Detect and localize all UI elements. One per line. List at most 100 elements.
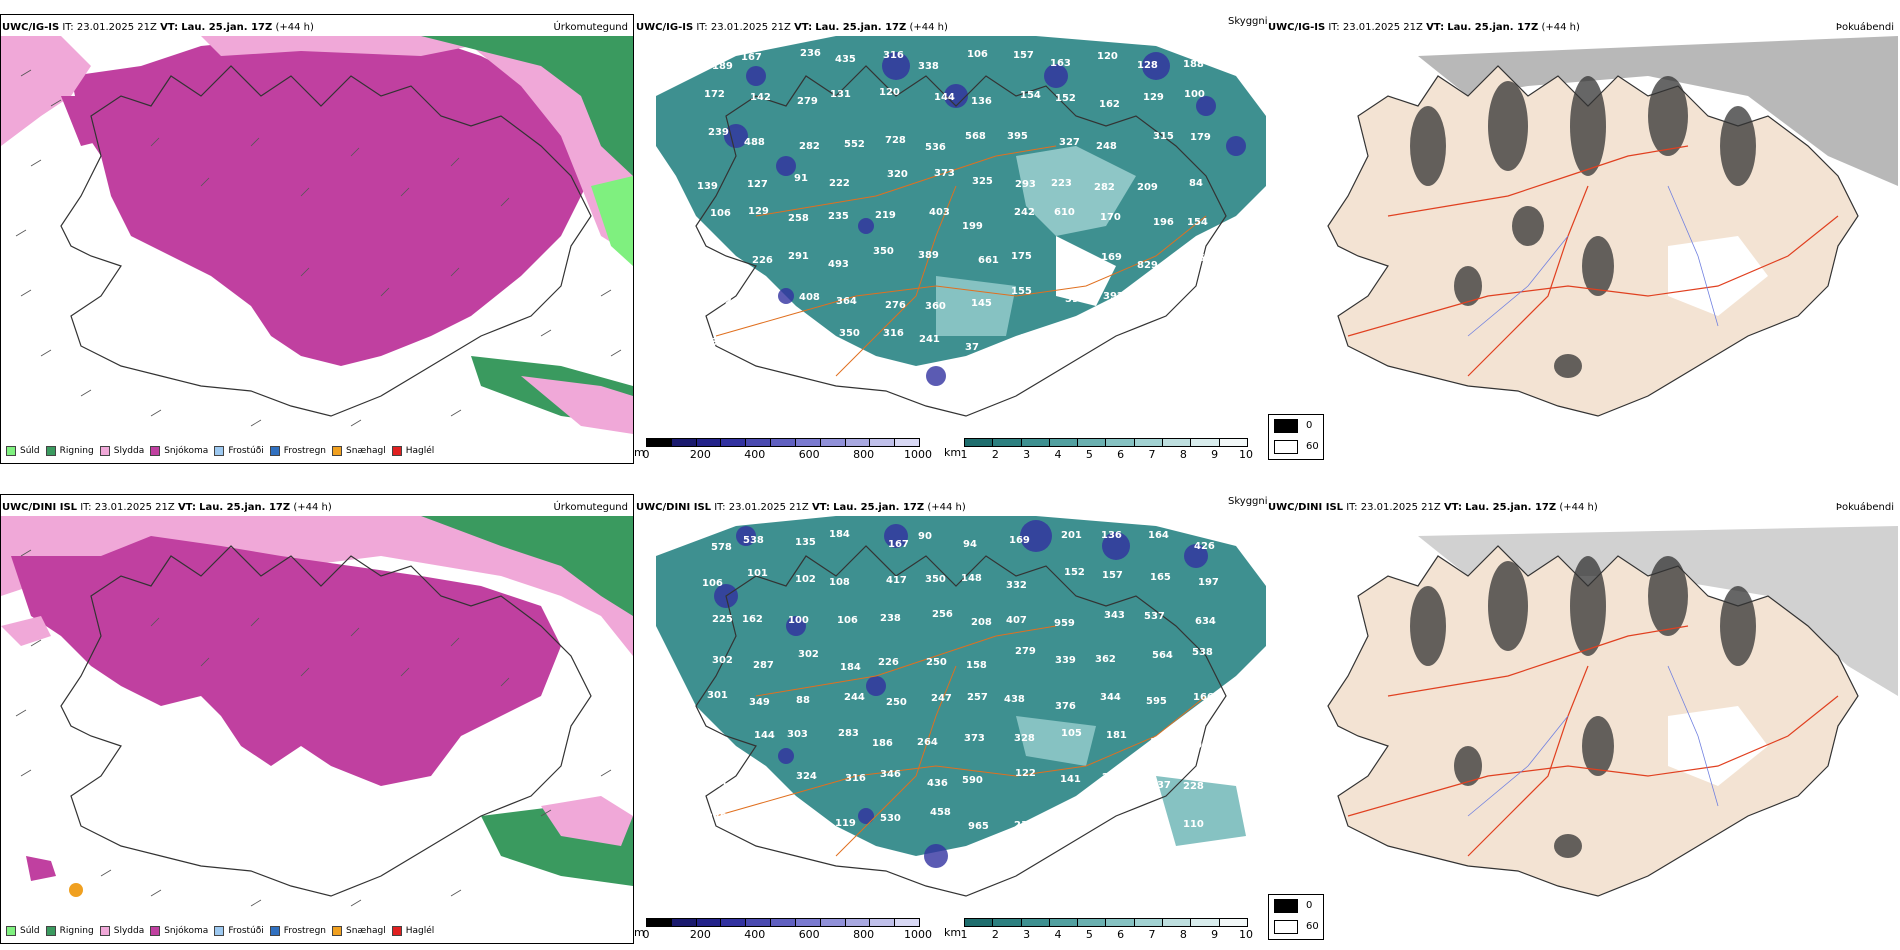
legend-label: Slydda xyxy=(113,926,145,936)
map-visibility-top: 189 167 236 435 316 338 106 157 163 120 128 188 172 1… xyxy=(636,36,1266,436)
legend-item: Rigning xyxy=(45,446,94,456)
visibility-value-label: 172 xyxy=(704,89,725,100)
visibility-value-label: 264 xyxy=(917,737,938,748)
it-value: 23.01.2025 21Z xyxy=(1342,22,1423,33)
legend-swatch xyxy=(45,926,56,936)
scale-tick-label: 10 xyxy=(1239,448,1253,461)
scale-segment xyxy=(820,919,846,926)
visibility-value-label: 88 xyxy=(796,695,810,706)
visibility-value-label: 235 xyxy=(828,211,849,222)
fog-light-value: 60 xyxy=(1306,921,1319,932)
scale-segment xyxy=(870,919,896,926)
visibility-value-label: 184 xyxy=(840,662,861,673)
visibility-value-label: 154 xyxy=(1187,217,1208,228)
scale-bar-m xyxy=(646,918,920,927)
scale-tick-label: 200 xyxy=(689,928,711,941)
visibility-value-label: 247 xyxy=(931,693,952,704)
panel-title: Þokuábendi xyxy=(1835,502,1894,513)
visibility-value-label: 965 xyxy=(968,821,989,832)
scale-segment xyxy=(1163,919,1192,926)
visibility-value-label: 279 xyxy=(797,96,818,107)
visibility-value-label: 389 xyxy=(918,250,939,261)
visibility-value-label: 182 xyxy=(711,296,732,307)
scale-tick-label: 1 xyxy=(960,928,968,941)
visibility-value-label: 458 xyxy=(930,807,951,818)
visibility-value-label: 316 xyxy=(845,773,866,784)
visibility-value-label: 196 xyxy=(1153,217,1174,228)
visibility-value-label: 157 xyxy=(1102,570,1123,581)
visibility-value-label: 170 xyxy=(1100,212,1121,223)
visibility-value-label: 186 xyxy=(872,738,893,749)
visibility-value-label: 437 xyxy=(1150,780,1171,791)
scale-tick-label: 1000 xyxy=(904,448,932,461)
visibility-value-label: 538 xyxy=(1192,647,1213,658)
visibility-value-label: 226 xyxy=(878,657,899,668)
visibility-value-label: 102 xyxy=(795,574,816,585)
visibility-value-label: 248 xyxy=(703,740,724,751)
scale-segment xyxy=(1078,919,1107,926)
legend-label: Snjókoma xyxy=(164,926,209,936)
visibility-value-label: 209 xyxy=(1137,182,1158,193)
visibility-value-label: 157 xyxy=(1013,50,1034,61)
visibility-value-label: 141 xyxy=(1060,774,1081,785)
scale-tick-label: 3 xyxy=(1023,928,1031,941)
scale-segment xyxy=(845,919,871,926)
visibility-value-label: 291 xyxy=(788,251,809,262)
scale-segment xyxy=(993,439,1022,446)
scale-visibility-top: 1 2 3 4 5 6 7 8 9 10 km xyxy=(944,438,1264,461)
map-fog-top xyxy=(1268,36,1898,436)
visibility-value-label: 163 xyxy=(1050,58,1071,69)
visibility-value-label: 199 xyxy=(962,221,983,232)
visibility-value-label: 154 xyxy=(1020,90,1041,101)
scale-bar-m xyxy=(646,438,920,447)
scale-tick-label: 800 xyxy=(853,448,875,461)
fog-legend-row: 60 xyxy=(1269,436,1323,457)
legend-item: Slydda xyxy=(99,926,145,936)
visibility-value-label: 239 xyxy=(708,127,729,138)
scale-segment xyxy=(965,919,994,926)
panel-header: UWC/DINI ISL IT: 23.01.2025 21Z VT: Lau.… xyxy=(636,502,1236,514)
vt-label: VT: xyxy=(794,22,813,33)
visibility-value-label: 250 xyxy=(926,657,947,668)
visibility-value-label: 536 xyxy=(925,142,946,153)
visibility-value-label: 325 xyxy=(972,176,993,187)
model-name: UWC/DINI ISL xyxy=(1268,502,1344,513)
visibility-value-label: 362 xyxy=(1095,654,1116,665)
legend-item: Súld xyxy=(6,926,40,936)
visibility-value-label: 661 xyxy=(978,255,999,266)
visibility-value-label: 158 xyxy=(966,660,987,671)
vt-value: Lau. 25.jan. 17Z xyxy=(833,502,925,513)
visibility-value-label: 162 xyxy=(1099,99,1120,110)
visibility-value-label: 244 xyxy=(844,692,865,703)
scale-tick-label: 800 xyxy=(853,928,875,941)
legend-item: Snæhagl xyxy=(332,446,386,456)
visibility-value-label: 407 xyxy=(1006,615,1027,626)
visibility-value-label: 139 xyxy=(697,181,718,192)
map-frame xyxy=(0,14,634,464)
legend-swatch xyxy=(99,926,110,936)
scale-tick-label: 5 xyxy=(1085,928,1093,941)
visibility-value-label: 530 xyxy=(880,813,901,824)
visibility-value-label: 158 xyxy=(1093,809,1114,820)
panel-title: Þokuábendi xyxy=(1835,22,1894,33)
visibility-value-label: 136 xyxy=(1101,530,1122,541)
map-precip-type-bottom xyxy=(1,516,633,914)
visibility-value-label: 376 xyxy=(1055,701,1076,712)
visibility-value-label: 258 xyxy=(788,213,809,224)
scale-segment xyxy=(1134,439,1164,446)
visibility-value-label: 346 xyxy=(880,769,901,780)
visibility-value-label: 316 xyxy=(883,328,904,339)
visibility-value-label: 166 xyxy=(1193,692,1214,703)
it-value: 23.01.2025 21Z xyxy=(728,502,809,513)
scale-segment xyxy=(870,439,896,446)
legend-item: Snjókoma xyxy=(150,446,208,456)
scale-segment xyxy=(1219,439,1247,446)
scale-segment xyxy=(1191,439,1220,446)
visibility-value-label: 287 xyxy=(753,660,774,671)
legend-label: Snæhagl xyxy=(346,446,386,456)
visibility-value-label: 106 xyxy=(702,578,723,589)
visibility-value-label: 349 xyxy=(749,697,770,708)
visibility-value-label: 152 xyxy=(1055,93,1076,104)
scale-tick-label: 1 xyxy=(960,448,968,461)
legend-item: Slydda xyxy=(99,446,144,456)
